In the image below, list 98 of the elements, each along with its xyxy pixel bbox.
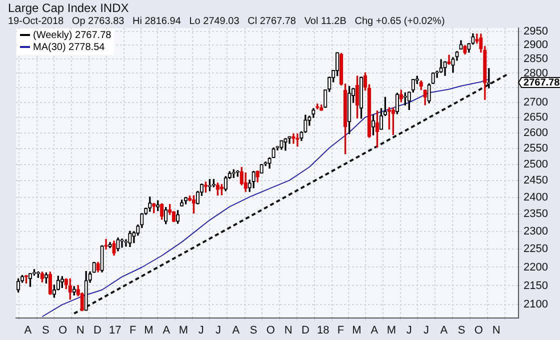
- candlestick: [296, 133, 300, 147]
- candlestick: [411, 78, 415, 92]
- candlestick: [312, 108, 316, 118]
- y-tick-label: 2450: [524, 174, 548, 187]
- candlestick: [459, 40, 463, 50]
- y-tick-label: 2200: [524, 261, 548, 274]
- candlestick: [371, 114, 376, 136]
- x-tick-label: M: [144, 324, 154, 336]
- x-tick-label: N: [492, 324, 500, 336]
- candlestick: [104, 238, 108, 250]
- y-tick-label: 2100: [524, 298, 548, 311]
- candlestick: [128, 230, 132, 247]
- candlestick: [48, 272, 52, 295]
- y-tick-label: 2500: [524, 158, 548, 170]
- candlestick: [240, 166, 244, 186]
- candlestick: [336, 52, 340, 76]
- y-tick-label: 2550: [524, 142, 548, 155]
- x-tick-label: A: [162, 324, 171, 336]
- candlestick: [256, 170, 260, 182]
- candlestick: [391, 108, 396, 136]
- y-tick-label: 2950: [524, 25, 548, 38]
- y-tick-label: 2600: [524, 126, 548, 139]
- x-tick-label: D: [301, 324, 310, 336]
- candlestick: [280, 140, 284, 150]
- candlestick: [36, 271, 40, 278]
- x-tick-label: O: [266, 324, 276, 336]
- x-tick-label: J: [198, 324, 204, 336]
- candlestick: [100, 245, 104, 272]
- candlestick: [427, 83, 431, 104]
- y-tick-label: 2150: [524, 280, 548, 292]
- candlestick: [84, 270, 88, 311]
- x-tick-label: D: [94, 324, 102, 336]
- x-tick-label: N: [284, 324, 292, 336]
- x-tick-label: F: [337, 324, 344, 336]
- y-tick-label: 2900: [524, 39, 548, 52]
- x-tick-label: F: [129, 324, 136, 336]
- candlestick: [96, 262, 100, 272]
- y-tick-label: 2800: [524, 67, 548, 80]
- candlestick: [447, 54, 451, 65]
- x-tick-label: S: [250, 324, 258, 336]
- x-tick-label: 17: [109, 324, 122, 336]
- y-tick-label: 2700: [524, 96, 548, 109]
- candlestick: [220, 184, 224, 196]
- candlestick: [292, 133, 296, 144]
- candlestick: [399, 90, 403, 102]
- x-tick-label: A: [370, 324, 379, 336]
- x-tick-label: 18: [316, 324, 330, 336]
- x-tick-label: M: [178, 324, 188, 336]
- x-tick-label: O: [58, 324, 68, 336]
- candlestick: [44, 272, 48, 284]
- x-tick-label: J: [423, 324, 429, 336]
- x-tick-label: S: [458, 324, 466, 336]
- candlestick: [216, 182, 220, 196]
- candlestick: [112, 240, 116, 256]
- candlestick: [284, 138, 288, 151]
- candlestick: [40, 272, 44, 282]
- y-tick-label: 2400: [524, 191, 548, 204]
- candlestick: [60, 276, 64, 288]
- x-tick-label: A: [440, 324, 448, 336]
- candlestick: [232, 169, 236, 178]
- candlestick: [108, 242, 112, 248]
- candlestick: [375, 110, 380, 148]
- candlestick: [148, 196, 152, 212]
- x-tick-label: M: [386, 324, 396, 336]
- candlestick: [160, 203, 164, 220]
- y-tick-label: 2350: [524, 208, 548, 220]
- x-tick-label: J: [406, 324, 412, 336]
- candlestick: [64, 278, 68, 290]
- x-tick-label: A: [232, 324, 240, 336]
- candlestick: [355, 76, 360, 118]
- candlestick: [443, 61, 447, 76]
- candlestick: [347, 86, 352, 134]
- x-tick-label: S: [42, 324, 50, 336]
- candlestick: [120, 238, 124, 248]
- candlestick: [28, 273, 32, 287]
- candlestick: [184, 196, 188, 204]
- x-tick-label: M: [352, 324, 362, 336]
- text: 2767.78: [524, 77, 560, 88]
- candlestick: [431, 72, 435, 84]
- x-tick-label: J: [216, 324, 222, 336]
- candlestick: [116, 237, 120, 252]
- candlestick: [260, 164, 264, 174]
- legend-label: (Weekly) 2767.78: [33, 30, 112, 41]
- candlestick: [463, 45, 467, 55]
- y-tick-label: 2850: [524, 53, 548, 66]
- candlestick: [359, 76, 364, 119]
- x-tick-label: A: [24, 324, 32, 336]
- y-tick-label: 2300: [524, 226, 548, 238]
- y-tick-label: 2650: [524, 112, 548, 124]
- candlestick: [407, 92, 411, 110]
- legend-label: MA(30) 2778.54: [33, 42, 105, 53]
- x-tick-label: N: [76, 324, 84, 336]
- candlestick: [32, 269, 36, 276]
- x-tick-label: O: [474, 324, 484, 336]
- candlestick: [252, 170, 256, 188]
- chart-subtitle: 19-Oct-2018 Op 2763.83 Hi 2816.94 Lo 2749.03 Cl 2767.78 Vol 11.2B Chg +0.65 (+0.02%): [8, 16, 445, 27]
- chart-title: Large Cap Index INDX: [8, 1, 129, 15]
- y-tick-label: 2250: [524, 243, 548, 256]
